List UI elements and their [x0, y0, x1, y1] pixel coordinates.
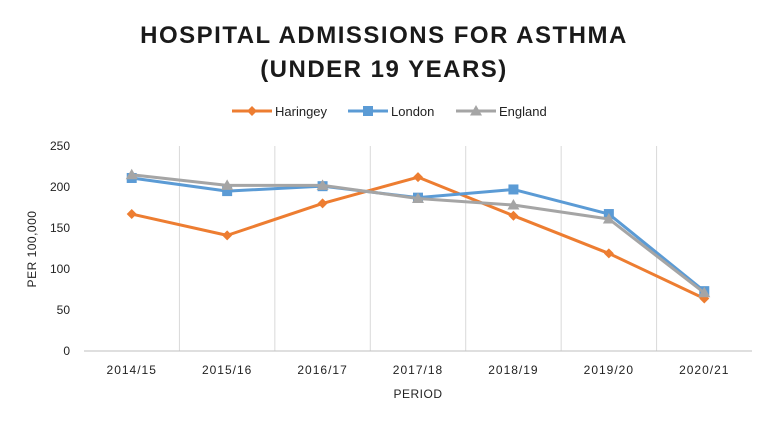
- x-tick-2016-17: 2016/17: [297, 363, 347, 377]
- x-tick-2015-16: 2015/16: [202, 363, 252, 377]
- point-haringey-2014-15: [126, 209, 137, 220]
- x-tick-2018-19: 2018/19: [488, 363, 538, 377]
- point-haringey-2019-20: [603, 248, 614, 259]
- point-england-2019-20: [602, 212, 615, 224]
- point-england-2020-21: [698, 286, 711, 298]
- point-london-2018-19: [508, 184, 519, 195]
- x-axis-ticks: 2014/15 2015/16 2016/17 2017/18 2018/19 2019/…: [107, 363, 729, 377]
- legend-label-london: London: [391, 104, 434, 119]
- series-haringey: [126, 172, 710, 304]
- y-tick-100: 100: [50, 262, 70, 276]
- legend: Haringey London England: [232, 104, 547, 119]
- point-haringey-2015-16: [222, 230, 233, 241]
- point-england-2016-17: [316, 179, 329, 190]
- point-england-2017-18: [412, 192, 424, 203]
- legend-label-haringey: Haringey: [275, 104, 328, 119]
- x-tick-2014-15: 2014/15: [107, 363, 157, 377]
- y-tick-250: 250: [50, 139, 70, 153]
- chart-title-line-1: HOSPITAL ADMISSIONS FOR ASTHMA: [140, 22, 628, 49]
- legend-marker-london: [363, 106, 373, 116]
- point-london-2015-16: [222, 186, 233, 197]
- point-haringey-2016-17: [317, 198, 328, 209]
- legend-item-haringey: Haringey: [232, 104, 328, 119]
- series-england: [125, 168, 711, 298]
- point-haringey-2017-18: [413, 172, 423, 183]
- legend-marker-england: [470, 105, 482, 116]
- point-haringey-2018-19: [508, 210, 519, 221]
- legend-marker-haringey: [247, 106, 257, 116]
- y-axis-label: PER 100,000: [25, 211, 39, 288]
- y-tick-200: 200: [50, 180, 70, 194]
- x-axis-label: PERIOD: [393, 387, 442, 401]
- legend-item-england: England: [456, 104, 547, 119]
- x-tick-2019-20: 2019/20: [584, 363, 634, 377]
- x-tick-2017-18: 2017/18: [393, 363, 443, 377]
- series-group: [125, 168, 711, 304]
- point-england-2014-15: [125, 168, 138, 180]
- point-england-2015-16: [221, 179, 234, 190]
- chart-title-line-2: (UNDER 19 YEARS): [260, 56, 508, 83]
- y-axis-ticks: 0 50 100 150 200 250: [50, 139, 70, 358]
- legend-label-england: England: [499, 104, 547, 119]
- y-tick-150: 150: [50, 221, 70, 235]
- series-london: [126, 172, 710, 297]
- y-tick-50: 50: [57, 303, 71, 317]
- y-tick-0: 0: [63, 344, 70, 358]
- x-tick-2020-21: 2020/21: [679, 363, 729, 377]
- legend-item-london: London: [348, 104, 434, 119]
- point-england-2018-19: [507, 199, 520, 210]
